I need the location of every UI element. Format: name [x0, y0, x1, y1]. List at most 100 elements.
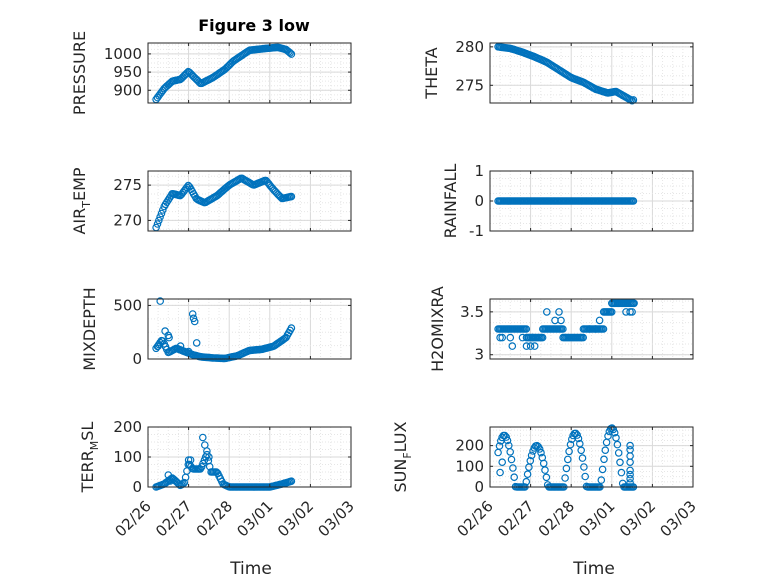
y-axis-label: RAINFALL: [441, 164, 460, 239]
data-point-marker: [566, 440, 575, 449]
y-axis-label: PRESSURE: [70, 31, 89, 115]
figure-title: Figure 3 low: [198, 16, 310, 35]
y-tick-label: 275: [113, 176, 142, 194]
y-tick-label: 200: [455, 437, 484, 455]
y-axis-label-main: TERR: [78, 450, 97, 493]
data-point-marker: [157, 209, 166, 218]
y-tick-label: 1000: [104, 45, 142, 63]
data-markers: [494, 424, 638, 491]
data-point-marker: [538, 333, 547, 342]
data-point-marker: [199, 433, 207, 442]
y-tick-label: 200: [113, 418, 142, 436]
data-point-marker: [565, 447, 573, 456]
data-point-marker: [591, 325, 600, 333]
x-tick-label: 03/03: [657, 497, 700, 540]
data-point-marker: [522, 325, 531, 333]
data-point-marker: [630, 299, 638, 308]
data-point-marker: [617, 468, 626, 477]
data-point-marker: [197, 462, 206, 471]
y-axis-label: TERRMSL: [78, 422, 101, 494]
x-tick-label: 02/26: [454, 497, 497, 540]
data-point-marker: [506, 333, 515, 342]
data-point-marker: [496, 468, 504, 477]
y-tick-label: 950: [113, 63, 142, 81]
data-point-marker: [537, 448, 545, 457]
y-axis-label-rest: EMP: [70, 167, 89, 201]
data-markers: [494, 197, 638, 205]
data-point-marker: [498, 333, 507, 342]
data-markers: [152, 43, 296, 104]
data-point-marker: [507, 455, 516, 464]
data-point-marker: [626, 441, 634, 450]
data-point-marker: [156, 213, 164, 221]
x-tick-label: 02/28: [535, 497, 578, 540]
data-point-marker: [580, 463, 588, 471]
y-axis-label: THETA: [422, 47, 441, 99]
y-tick-label: 3.5: [460, 303, 484, 321]
data-point-marker: [604, 432, 612, 440]
y-tick-label: 500: [113, 296, 142, 314]
data-point-marker: [287, 477, 296, 486]
data-point-marker: [156, 297, 165, 305]
data-point-marker: [598, 465, 607, 474]
data-point-marker: [616, 458, 624, 467]
data-point-marker: [557, 316, 565, 325]
data-point-marker: [287, 324, 296, 332]
y-axis-label-subscript: T: [80, 201, 93, 209]
data-point-marker: [510, 473, 519, 482]
data-point-marker: [574, 434, 583, 443]
data-point-marker: [612, 433, 620, 442]
x-axis-label-left: Time: [229, 559, 272, 579]
data-point-marker: [518, 333, 527, 342]
y-tick-label: 3: [474, 346, 484, 364]
data-point-marker: [186, 456, 195, 464]
data-point-marker: [578, 454, 587, 462]
data-point-marker: [626, 470, 634, 479]
data-point-marker: [176, 342, 185, 350]
data-point-marker: [190, 317, 199, 326]
theta-axes: 275 280 THETA: [422, 38, 694, 105]
data-point-marker: [180, 478, 189, 487]
data-point-marker: [577, 446, 586, 455]
data-point-marker: [498, 458, 507, 467]
data-point-marker: [155, 216, 163, 225]
data-point-marker: [522, 477, 531, 486]
data-point-marker: [562, 464, 571, 473]
data-point-marker: [579, 333, 588, 342]
axes-box: [147, 170, 352, 232]
data-point-marker: [599, 325, 608, 333]
data-point-marker: [597, 476, 606, 484]
y-tick-label: 275: [455, 76, 484, 94]
y-axis-label: AIRTEMP: [70, 167, 93, 234]
air-temp-axes: 270 275 AIRTEMP: [70, 167, 352, 235]
x-tick-label: 03/03: [315, 497, 358, 540]
y-tick-label: 0: [132, 350, 142, 368]
y-tick-label: -1: [469, 222, 484, 240]
x-tick-label: 03/02: [274, 497, 317, 540]
y-tick-label: 280: [455, 38, 484, 56]
y-axis-label-rest: LUX: [391, 421, 410, 452]
data-point-marker: [502, 433, 511, 441]
data-point-marker: [522, 342, 531, 350]
x-axis-label-right: Time: [572, 559, 615, 579]
data-point-marker: [626, 458, 634, 467]
x-tick-label: 03/01: [575, 497, 618, 540]
data-markers: [494, 42, 638, 105]
data-point-marker: [628, 308, 636, 316]
y-axis-label: H2OMIXRA: [428, 286, 447, 372]
y-tick-label: 270: [113, 211, 142, 229]
data-point-marker: [600, 455, 608, 464]
data-point-marker: [626, 474, 634, 483]
axes-box: [489, 426, 694, 488]
data-point-marker: [629, 197, 638, 205]
data-point-marker: [530, 342, 539, 350]
axes-box: [147, 298, 352, 360]
data-point-marker: [506, 448, 515, 456]
data-point-marker: [581, 472, 590, 481]
axes-box: [147, 42, 352, 104]
data-point-marker: [508, 342, 517, 350]
data-point-marker: [192, 339, 201, 347]
y-tick-label: 0: [474, 478, 484, 496]
x-tick-label: 02/27: [152, 497, 195, 540]
